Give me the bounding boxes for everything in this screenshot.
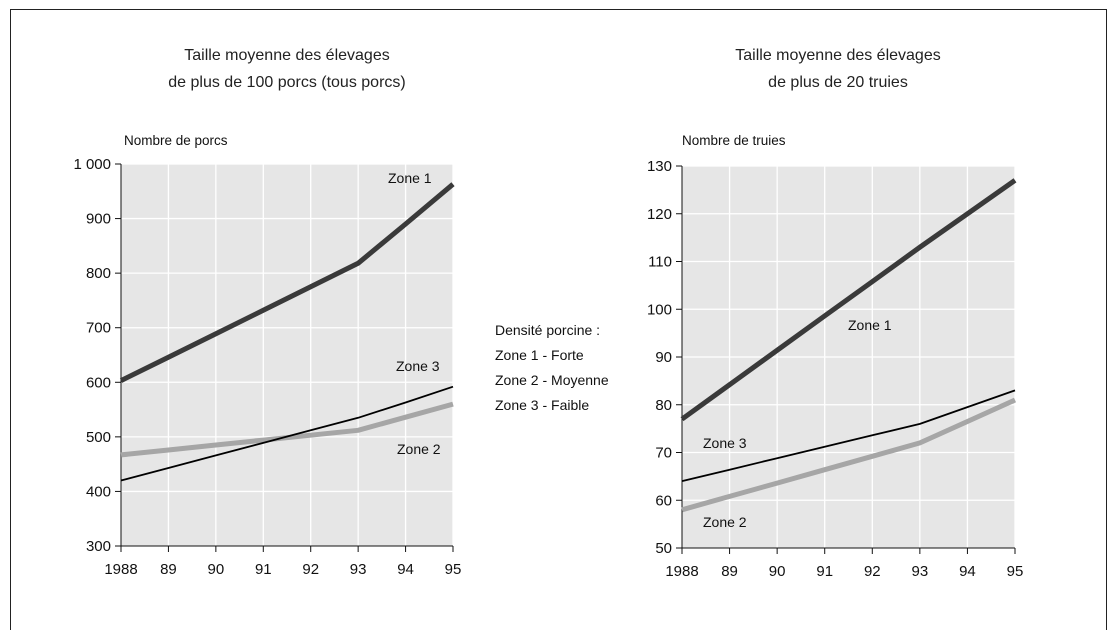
y-tick-label: 400 xyxy=(86,483,111,500)
figure-frame xyxy=(10,9,1107,630)
x-tick-label: 89 xyxy=(721,563,738,580)
y-axis-label: Nombre de porcs xyxy=(124,133,228,148)
chart-title-line-1: Taille moyenne des élevages xyxy=(735,47,940,64)
series-label-zone-1: Zone 1 xyxy=(848,317,892,333)
y-tick-label: 900 xyxy=(86,211,111,228)
legend: Densité porcine : Zone 1 - Forte Zone 2 … xyxy=(495,318,609,418)
x-tick-label: 1988 xyxy=(665,563,698,580)
y-tick-label: 110 xyxy=(648,254,672,271)
y-axis-label: Nombre de truies xyxy=(682,133,786,148)
y-tick-label: 100 xyxy=(647,301,672,318)
x-tick-label: 94 xyxy=(397,561,414,578)
series-label-zone-1: Zone 1 xyxy=(388,170,432,186)
series-line-zone-2 xyxy=(120,401,454,458)
y-tick-label: 130 xyxy=(647,158,672,175)
series-line-zone-2 xyxy=(681,397,1017,513)
chart-panel-2: 50 60 70 80 90 100 110 120 130 1988 89 90 91 92 93 94 95… xyxy=(647,47,1023,580)
x-tick-label: 1988 xyxy=(104,561,137,578)
series-line-zone-1 xyxy=(119,182,455,383)
x-tick-label: 91 xyxy=(255,561,272,578)
y-tick-label: 90 xyxy=(655,349,672,366)
y-tick-label: 50 xyxy=(655,540,672,557)
y-tick-label: 120 xyxy=(647,206,672,223)
series-label-zone-3: Zone 3 xyxy=(396,358,440,374)
legend-item-zone-3: Zone 3 - Faible xyxy=(495,397,590,413)
series-line-zone-1 xyxy=(680,178,1017,422)
legend-item-zone-2: Zone 2 - Moyenne xyxy=(495,372,609,388)
y-tick-label: 70 xyxy=(655,445,672,462)
x-tick-label: 89 xyxy=(160,561,177,578)
chart-title-line-1: Taille moyenne des élevages xyxy=(184,47,389,64)
x-tick-label: 90 xyxy=(208,561,225,578)
x-tick-label: 92 xyxy=(302,561,319,578)
series-line-zone-3 xyxy=(681,389,1016,482)
series-label-zone-2: Zone 2 xyxy=(703,514,747,530)
x-tick-label: 91 xyxy=(816,563,833,580)
y-tick-label: 60 xyxy=(655,492,672,509)
y-tick-label: 500 xyxy=(86,429,111,446)
series-label-zone-3: Zone 3 xyxy=(703,435,747,451)
x-tick-label: 92 xyxy=(864,563,881,580)
y-tick-label: 80 xyxy=(655,397,672,414)
x-tick-label: 90 xyxy=(769,563,786,580)
x-tick-label: 95 xyxy=(1007,563,1024,580)
series-line-zone-3 xyxy=(120,385,454,482)
y-tick-label: 700 xyxy=(86,320,111,337)
chart-title-line-2: de plus de 100 porcs (tous porcs) xyxy=(168,74,405,91)
y-tick-label: 600 xyxy=(86,374,111,391)
y-tick-label: 800 xyxy=(86,265,111,282)
legend-item-zone-1: Zone 1 - Forte xyxy=(495,347,584,363)
series-label-zone-2: Zone 2 xyxy=(397,441,441,457)
x-tick-label: 93 xyxy=(350,561,367,578)
y-tick-label: 1 000 xyxy=(73,156,111,173)
chart-title-line-2: de plus de 20 truies xyxy=(768,74,908,91)
legend-title: Densité porcine : xyxy=(495,322,601,338)
y-tick-label: 300 xyxy=(86,538,111,555)
x-tick-label: 94 xyxy=(959,563,976,580)
x-tick-label: 93 xyxy=(912,563,929,580)
chart-panel-1: 300 400 500 600 700 800 900 1 000 1988 89 90 91 92 93… xyxy=(73,47,461,578)
x-tick-label: 95 xyxy=(445,561,462,578)
